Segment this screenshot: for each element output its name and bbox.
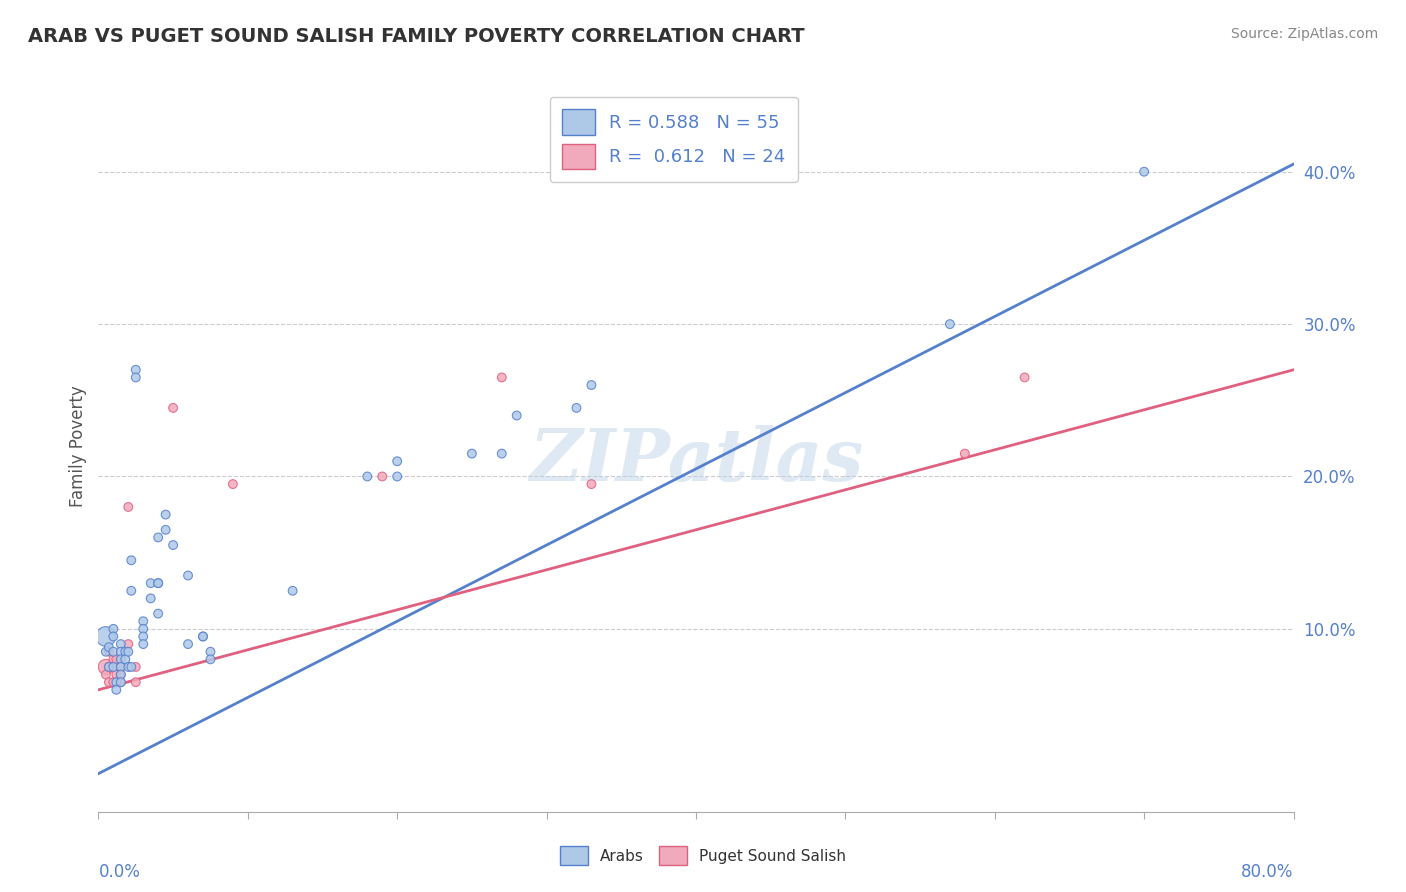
Point — [222, 477, 245, 491]
Point — [385, 469, 409, 483]
Point — [177, 568, 200, 582]
Point — [94, 660, 117, 674]
Point — [148, 607, 170, 621]
Point — [120, 553, 142, 567]
Point — [177, 637, 200, 651]
Point — [581, 477, 603, 491]
Point — [105, 675, 128, 690]
Point — [103, 645, 125, 659]
Point — [97, 660, 120, 674]
Point — [114, 652, 136, 666]
Point — [491, 447, 513, 461]
Point — [110, 660, 132, 674]
Text: 0.0%: 0.0% — [98, 863, 141, 881]
Point — [117, 637, 139, 651]
Point — [105, 682, 128, 697]
Point — [356, 469, 378, 483]
Point — [103, 622, 125, 636]
Point — [132, 622, 155, 636]
Text: ARAB VS PUGET SOUND SALISH FAMILY POVERTY CORRELATION CHART: ARAB VS PUGET SOUND SALISH FAMILY POVERT… — [28, 27, 804, 45]
Point — [110, 675, 132, 690]
Point — [491, 370, 513, 384]
Point — [110, 667, 132, 681]
Point — [105, 652, 128, 666]
Point — [114, 645, 136, 659]
Text: Source: ZipAtlas.com: Source: ZipAtlas.com — [1230, 27, 1378, 41]
Point — [125, 660, 148, 674]
Point — [191, 630, 214, 644]
Point — [120, 660, 142, 674]
Point — [125, 370, 148, 384]
Point — [97, 660, 120, 674]
Point — [94, 667, 117, 681]
Point — [371, 469, 394, 483]
Point — [94, 645, 117, 659]
Point — [117, 660, 139, 674]
Point — [385, 454, 409, 468]
Point — [953, 447, 976, 461]
Point — [565, 401, 588, 415]
Point — [506, 409, 529, 423]
Point — [110, 660, 132, 674]
Point — [94, 630, 117, 644]
Point — [155, 523, 177, 537]
Point — [132, 630, 155, 644]
Point — [110, 667, 132, 681]
Point — [120, 583, 142, 598]
Text: ZIPatlas: ZIPatlas — [529, 425, 863, 496]
Point — [103, 660, 125, 674]
Point — [103, 660, 125, 674]
Point — [110, 675, 132, 690]
Point — [200, 652, 222, 666]
Point — [139, 576, 162, 591]
Point — [110, 645, 132, 659]
Point — [1014, 370, 1036, 384]
Point — [110, 637, 132, 651]
Point — [1133, 164, 1156, 178]
Point — [97, 645, 120, 659]
Point — [148, 576, 170, 591]
Legend: R = 0.588   N = 55, R =  0.612   N = 24: R = 0.588 N = 55, R = 0.612 N = 24 — [550, 96, 799, 182]
Point — [103, 675, 125, 690]
Point — [581, 378, 603, 392]
Point — [148, 576, 170, 591]
Point — [125, 363, 148, 377]
Point — [162, 538, 184, 552]
Point — [125, 675, 148, 690]
Point — [155, 508, 177, 522]
Point — [103, 630, 125, 644]
Point — [162, 401, 184, 415]
Point — [105, 667, 128, 681]
Point — [132, 614, 155, 628]
Point — [191, 630, 214, 644]
Point — [97, 640, 120, 655]
Point — [461, 447, 484, 461]
Text: 80.0%: 80.0% — [1241, 863, 1294, 881]
Point — [132, 637, 155, 651]
Point — [117, 645, 139, 659]
Point — [103, 652, 125, 666]
Point — [117, 500, 139, 514]
Legend: Arabs, Puget Sound Salish: Arabs, Puget Sound Salish — [554, 840, 852, 871]
Point — [939, 317, 962, 331]
Point — [148, 530, 170, 544]
Point — [139, 591, 162, 606]
Point — [97, 675, 120, 690]
Point — [281, 583, 304, 598]
Point — [110, 652, 132, 666]
Point — [200, 645, 222, 659]
Y-axis label: Family Poverty: Family Poverty — [69, 385, 87, 507]
